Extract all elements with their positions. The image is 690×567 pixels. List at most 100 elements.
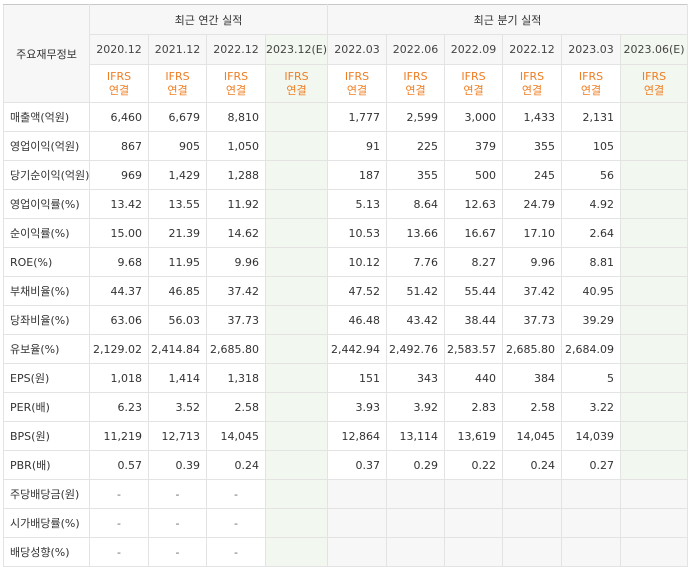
value-cell: - (206, 537, 266, 567)
value-cell (502, 479, 563, 509)
row-label: BPS(원) (3, 421, 90, 451)
row-label: 당좌비율(%) (3, 305, 90, 335)
corner-header: 주요재무정보 (3, 4, 90, 103)
value-cell: 9.68 (89, 247, 149, 277)
value-cell (561, 479, 622, 509)
value-cell: 355 (502, 131, 563, 161)
row-label: ROE(%) (3, 247, 90, 277)
table-row: 부채비율(%) 44.37 46.85 37.42 47.52 51.42 55.44 37.… (3, 276, 689, 306)
value-cell: 38.44 (444, 305, 504, 335)
value-cell (264, 392, 329, 422)
value-cell: 0.57 (89, 450, 149, 480)
value-cell: 2,414.84 (148, 334, 207, 364)
row-label: PBR(배) (3, 450, 90, 480)
value-cell (264, 218, 329, 248)
value-cell: 13.55 (148, 189, 207, 219)
value-cell (561, 537, 622, 567)
value-cell (620, 479, 689, 509)
value-cell (264, 276, 329, 306)
financial-summary-table: 주요재무정보 최근 연간 실적 최근 분기 실적 2020.12 2021.12 2… (3, 4, 689, 567)
value-cell: 16.67 (444, 218, 504, 248)
row-label: 영업이익률(%) (3, 189, 90, 219)
basis-cell: IFRS 연결 (620, 64, 689, 103)
basis-standard: IFRS (578, 69, 604, 83)
value-cell (620, 334, 689, 364)
value-cell: 91 (327, 131, 388, 161)
value-cell (264, 508, 329, 538)
basis-header-row: IFRS 연결 IFRS 연결 IFRS 연결 IFRS 연결 IFRS 연결 IFRS 연결 IFRS… (4, 64, 689, 103)
value-cell (502, 537, 563, 567)
value-cell: 0.22 (444, 450, 504, 480)
basis-scope: 연결 (225, 83, 247, 97)
value-cell: - (89, 479, 149, 509)
table-row: 매출액(억원) 6,460 6,679 8,810 1,777 2,599 3,000 1,4… (3, 102, 689, 132)
value-cell (386, 537, 446, 567)
value-cell: 440 (444, 363, 504, 393)
value-cell: 2.64 (561, 218, 622, 248)
value-cell (620, 537, 689, 567)
value-cell: - (148, 508, 207, 538)
value-cell (620, 102, 689, 132)
table-row: 영업이익률(%) 13.42 13.55 11.92 5.13 8.64 12.63 24.7… (3, 189, 689, 219)
annual-group-label: 최근 연간 실적 (174, 13, 243, 27)
value-cell (620, 276, 689, 306)
value-cell (620, 305, 689, 335)
table-row: 시가배당률(%) - - - (3, 508, 689, 538)
value-cell (264, 450, 329, 480)
value-cell: 867 (89, 131, 149, 161)
value-cell: 969 (89, 160, 149, 190)
value-cell: 8,810 (206, 102, 266, 132)
value-cell (620, 247, 689, 277)
period-header: 2022.06 (386, 34, 446, 65)
basis-cell: IFRS 연결 (561, 64, 622, 103)
value-cell: 46.48 (327, 305, 388, 335)
value-cell: 9.96 (502, 247, 563, 277)
value-cell (620, 160, 689, 190)
value-cell: 63.06 (89, 305, 149, 335)
basis-cell: IFRS 연결 (327, 64, 388, 103)
value-cell: 384 (502, 363, 563, 393)
value-cell: 40.95 (561, 276, 622, 306)
basis-cell: IFRS 연결 (89, 64, 149, 103)
value-cell: 6,679 (148, 102, 207, 132)
table-row: 당기순이익(억원) 969 1,429 1,288 187 355 500 245 56 (3, 160, 689, 190)
value-cell: 2,129.02 (89, 334, 149, 364)
row-label: 시가배당률(%) (3, 508, 90, 538)
period-header: 2023.03 (561, 34, 622, 65)
basis-scope: 연결 (643, 83, 665, 97)
value-cell: 13.66 (386, 218, 446, 248)
table-row: 영업이익(억원) 867 905 1,050 91 225 379 355 105 (3, 131, 689, 161)
table-row: EPS(원) 1,018 1,414 1,318 151 343 440 384 5 (3, 363, 689, 393)
value-cell (620, 218, 689, 248)
value-cell (327, 537, 388, 567)
value-cell: 44.37 (89, 276, 149, 306)
value-cell (561, 508, 622, 538)
value-cell: 10.12 (327, 247, 388, 277)
value-cell (620, 450, 689, 480)
value-cell: 37.42 (206, 276, 266, 306)
table-row: 주당배당금(원) - - - (3, 479, 689, 509)
row-label: 순이익률(%) (3, 218, 90, 248)
value-cell: 3.52 (148, 392, 207, 422)
row-label: PER(배) (3, 392, 90, 422)
value-cell (264, 305, 329, 335)
value-cell: 1,414 (148, 363, 207, 393)
basis-cell: IFRS 연결 (148, 64, 207, 103)
value-cell: 0.27 (561, 450, 622, 480)
value-cell (386, 479, 446, 509)
value-cell: 4.92 (561, 189, 622, 219)
value-cell: 11,219 (89, 421, 149, 451)
value-cell: 46.85 (148, 276, 207, 306)
value-cell: 0.24 (502, 450, 563, 480)
value-cell (264, 479, 329, 509)
value-cell: 1,777 (327, 102, 388, 132)
value-cell (264, 334, 329, 364)
table-body: 매출액(억원) 6,460 6,679 8,810 1,777 2,599 3,000 1,4… (3, 102, 689, 567)
value-cell (620, 392, 689, 422)
value-cell: 1,288 (206, 160, 266, 190)
value-cell: 343 (386, 363, 446, 393)
value-cell: 14,045 (502, 421, 563, 451)
value-cell: 56 (561, 160, 622, 190)
table-row: BPS(원) 11,219 12,713 14,045 12,864 13,114 13,6… (3, 421, 689, 451)
basis-scope: 연결 (463, 83, 484, 97)
